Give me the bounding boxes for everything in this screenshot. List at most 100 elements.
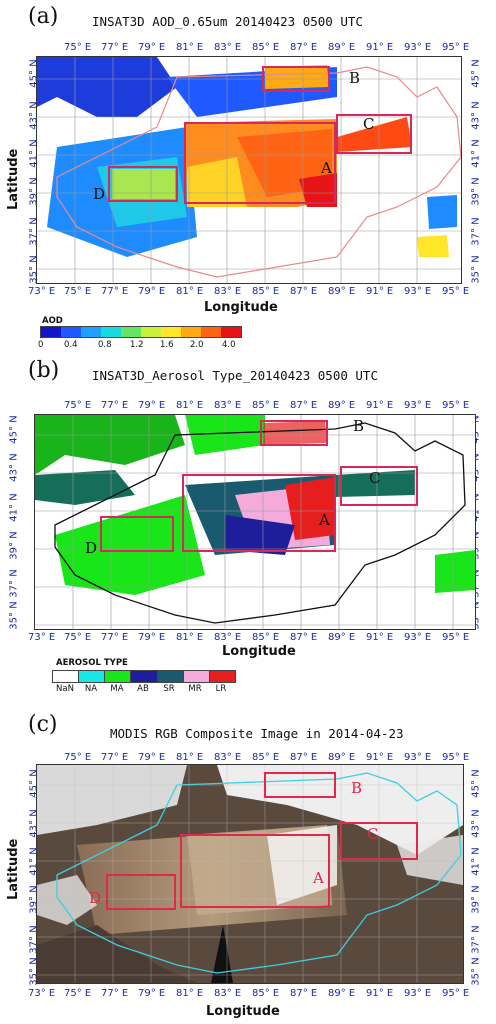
region-label-a: A <box>319 511 330 529</box>
lon-tick: 89° E <box>328 286 356 297</box>
lon-tick: 75° E <box>64 988 92 999</box>
lat-tick: 43° N <box>470 809 482 838</box>
lon-tick: 91° E <box>366 632 394 643</box>
lon-tick: 79° E <box>138 42 166 53</box>
lon-tick: 85° E <box>252 400 280 411</box>
lon-tick: 79° E <box>138 286 166 297</box>
x-axis-label: Longitude <box>206 1004 280 1019</box>
aerosol-type-map-graphic <box>35 415 475 629</box>
panel-letter: (b) <box>28 358 60 383</box>
lon-tick: 91° E <box>366 286 394 297</box>
lon-tick: 77° E <box>101 752 129 763</box>
aod-colorbar-swatch <box>201 327 221 337</box>
aerosol-type-swatch <box>157 671 184 682</box>
lon-tick: 95° E <box>442 752 470 763</box>
aod-colorbar-swatch <box>221 327 241 337</box>
lon-tick: 73° E <box>28 988 56 999</box>
lon-tick: 77° E <box>101 400 129 411</box>
lat-tick: 39° N <box>470 177 482 206</box>
aod-colorbar-swatch <box>81 327 101 337</box>
aod-colorbar-swatch <box>61 327 81 337</box>
lat-tick: 39° N <box>470 885 482 914</box>
lon-tick: 93° E <box>404 42 432 53</box>
region-label-b: B <box>351 779 363 797</box>
panel-title: INSAT3D_Aerosol Type_20140423 0500 UTC <box>92 368 378 383</box>
aerosol-type-swatch <box>183 671 210 682</box>
region-label-c: C <box>369 469 381 487</box>
region-label-b: B <box>353 417 365 435</box>
lon-tick: 91° E <box>366 988 394 999</box>
aod-colorbar-swatch <box>41 327 61 337</box>
aerosol-type-label: NaN <box>56 684 74 694</box>
aod-colorbar-label: 4.0 <box>222 340 236 350</box>
aod-map: A B C D <box>36 56 462 284</box>
region-label-d: D <box>85 539 98 557</box>
aod-colorbar-swatch <box>161 327 181 337</box>
aod-map-graphic <box>37 57 461 283</box>
lon-tick: 95° E <box>442 632 470 643</box>
aod-colorbar-label: 1.2 <box>130 340 144 350</box>
lon-tick: 85° E <box>252 752 280 763</box>
lon-tick: 77° E <box>101 632 129 643</box>
lat-tick: 41° N <box>470 847 482 876</box>
lon-tick: 85° E <box>252 632 280 643</box>
aerosol-type-swatch <box>209 671 235 682</box>
lon-tick: 73° E <box>28 286 56 297</box>
aod-colorbar <box>40 326 242 338</box>
lon-tick: 79° E <box>138 988 166 999</box>
lon-tick: 81° E <box>176 286 204 297</box>
lat-tick: 41° N <box>470 139 482 168</box>
panel-title: INSAT3D AOD_0.65um 20140423 0500 UTC <box>92 14 363 29</box>
aod-colorbar-label: 2.0 <box>190 340 204 350</box>
aerosol-type-label: MA <box>110 684 124 694</box>
aerosol-type-legend <box>52 670 236 683</box>
lat-tick: 39° N <box>8 531 20 560</box>
lon-tick: 73° E <box>28 632 56 643</box>
aerosol-type-label: AB <box>137 684 149 694</box>
x-axis-label: Longitude <box>222 644 296 659</box>
lon-tick: 75° E <box>64 42 92 53</box>
aod-colorbar-title: AOD <box>42 316 63 326</box>
lon-tick: 75° E <box>64 752 92 763</box>
x-axis-label: Longitude <box>204 300 278 315</box>
aod-colorbar-swatch <box>121 327 141 337</box>
region-label-c: C <box>367 825 379 843</box>
lon-tick: 95° E <box>442 988 470 999</box>
aod-colorbar-swatch <box>181 327 201 337</box>
panel-letter: (a) <box>28 4 59 29</box>
lon-tick: 93° E <box>404 752 432 763</box>
lon-tick: 93° E <box>404 632 432 643</box>
aerosol-type-swatch <box>131 671 158 682</box>
lon-tick: 93° E <box>404 988 432 999</box>
lon-tick: 95° E <box>442 42 470 53</box>
aerosol-type-label: LR <box>215 684 227 694</box>
lat-tick: 37° N <box>470 217 482 246</box>
panel-title: MODIS RGB Composite Image in 2014-04-23 <box>110 726 404 741</box>
lon-tick: 79° E <box>138 400 166 411</box>
modis-rgb-image: A B C D <box>36 764 464 984</box>
aerosol-type-label: NA <box>84 684 98 694</box>
lon-tick: 89° E <box>328 988 356 999</box>
region-label-c: C <box>363 115 375 133</box>
lon-tick: 77° E <box>101 286 129 297</box>
region-label-d: D <box>93 185 106 203</box>
lon-tick: 83° E <box>214 752 242 763</box>
lon-tick: 87° E <box>290 632 318 643</box>
region-label-a: A <box>313 869 324 887</box>
aerosol-type-map: A B C D <box>34 414 476 630</box>
region-label-a: A <box>321 159 332 177</box>
lon-tick: 95° E <box>442 286 470 297</box>
lon-tick: 91° E <box>366 42 394 53</box>
lon-tick: 83° E <box>214 400 242 411</box>
lon-tick: 87° E <box>290 400 318 411</box>
aerosol-type-swatch <box>79 671 106 682</box>
aod-colorbar-label: 0.4 <box>64 340 78 350</box>
aerosol-type-legend-title: AEROSOL TYPE <box>56 658 128 668</box>
lon-tick: 91° E <box>366 400 394 411</box>
lon-tick: 87° E <box>290 286 318 297</box>
lat-tick: 45° N <box>470 769 482 798</box>
aerosol-type-swatch <box>105 671 132 682</box>
aod-colorbar-swatch <box>101 327 121 337</box>
lon-tick: 89° E <box>328 400 356 411</box>
lon-tick: 87° E <box>290 42 318 53</box>
